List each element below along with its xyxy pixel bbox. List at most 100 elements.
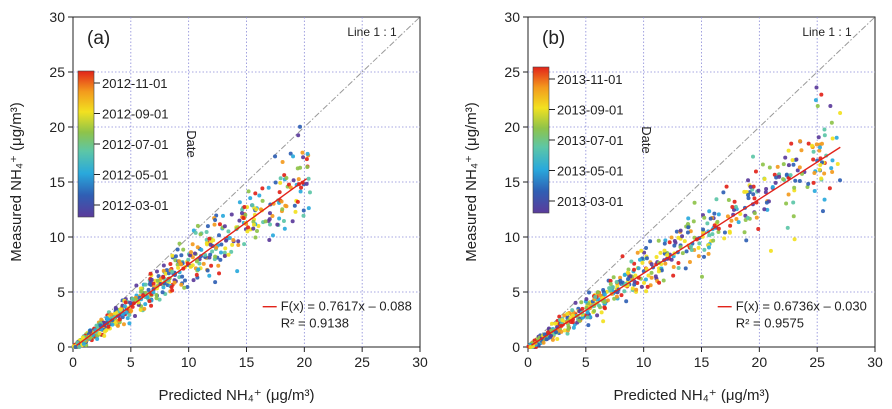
data-point	[127, 312, 132, 317]
data-point	[724, 184, 729, 189]
data-point	[696, 245, 701, 250]
data-point	[281, 218, 286, 223]
data-point	[788, 173, 793, 178]
data-point	[734, 217, 739, 222]
data-point	[742, 189, 747, 194]
data-point	[273, 154, 278, 159]
data-point	[806, 141, 811, 146]
data-point	[585, 310, 590, 315]
data-point	[608, 281, 613, 286]
data-point	[637, 257, 642, 262]
data-point	[183, 278, 188, 283]
data-point	[762, 207, 767, 212]
data-point	[701, 254, 706, 259]
data-point	[241, 215, 246, 220]
data-point	[602, 292, 607, 297]
data-point	[790, 158, 795, 163]
colorbar-tick-label: 2012-05-01	[102, 168, 169, 183]
y-tick-label: 25	[504, 64, 520, 80]
data-point	[571, 313, 576, 318]
data-point	[154, 292, 159, 297]
one-to-one-line	[527, 16, 876, 348]
data-point	[738, 212, 743, 217]
data-point	[216, 263, 221, 268]
data-point	[562, 328, 567, 333]
x-tick-label: 0	[69, 354, 77, 370]
data-point	[751, 192, 756, 197]
data-point	[639, 284, 644, 289]
data-point	[95, 337, 100, 342]
data-point	[115, 323, 120, 328]
data-point	[810, 143, 815, 148]
colorbar-tick-label: 2013-05-01	[557, 164, 624, 179]
data-point	[295, 199, 300, 204]
data-point	[170, 288, 175, 293]
y-tick-label: 10	[49, 229, 65, 245]
data-point	[222, 224, 227, 229]
colorbar-tick-label: 2013-07-01	[557, 133, 624, 148]
data-point	[686, 216, 691, 221]
data-point	[608, 278, 613, 283]
data-point	[732, 199, 737, 204]
data-point	[81, 341, 86, 346]
data-point	[218, 257, 223, 262]
colorbar-tick-label: 2013-03-01	[557, 194, 624, 209]
data-point	[112, 311, 117, 316]
y-tick-label: 5	[57, 284, 65, 300]
data-point	[775, 164, 780, 169]
data-point	[243, 212, 248, 217]
data-point	[680, 251, 685, 256]
data-point	[612, 296, 617, 301]
legend-fit-equation: F(x) = 0.6736x – 0.030	[736, 299, 867, 314]
data-point	[767, 165, 772, 170]
data-point	[250, 203, 255, 208]
data-point	[595, 313, 600, 318]
data-point	[177, 241, 182, 246]
data-point	[172, 280, 177, 285]
data-point	[605, 298, 610, 303]
data-point	[707, 245, 712, 250]
data-point	[629, 259, 634, 264]
data-point	[237, 200, 242, 205]
data-point	[781, 177, 786, 182]
data-point	[819, 176, 824, 181]
data-point	[784, 201, 789, 206]
data-point	[143, 302, 148, 307]
data-point	[814, 142, 819, 147]
data-point	[291, 154, 296, 159]
data-point	[760, 162, 765, 167]
data-point	[671, 273, 676, 278]
data-point	[699, 274, 704, 279]
x-axis-label: Predicted NH₄⁺ (μg/m³)	[158, 387, 314, 404]
data-point	[256, 224, 261, 229]
data-point	[277, 216, 282, 221]
data-point	[626, 277, 631, 282]
data-point	[811, 149, 816, 154]
data-point	[251, 219, 256, 224]
data-point	[630, 286, 635, 291]
data-point	[251, 226, 256, 231]
data-point	[275, 222, 280, 227]
data-point	[199, 247, 204, 252]
data-point	[235, 269, 240, 274]
data-point	[127, 321, 132, 326]
data-point	[557, 314, 562, 319]
data-point	[644, 245, 649, 250]
data-point	[245, 229, 250, 234]
data-point	[649, 275, 654, 280]
data-point	[784, 172, 789, 177]
data-point	[173, 254, 178, 259]
data-point	[710, 232, 715, 237]
data-point	[661, 278, 666, 283]
data-point	[830, 136, 835, 141]
data-point	[678, 228, 683, 233]
data-point	[806, 181, 811, 186]
data-point	[301, 208, 306, 213]
data-point	[712, 211, 717, 216]
data-point	[691, 219, 696, 224]
data-point	[736, 220, 741, 225]
data-point	[819, 92, 824, 97]
data-point	[217, 233, 222, 238]
data-point	[161, 263, 166, 268]
